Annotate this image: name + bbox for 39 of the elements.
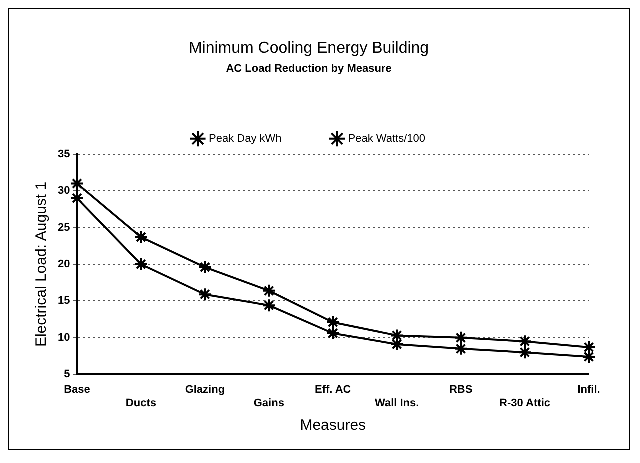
y-tick-label: 25 [58,222,70,234]
point [582,340,596,354]
point [518,334,532,349]
legend-label: Peak Watts/100 [348,132,426,145]
x-tick-label: Base [64,384,90,396]
x-tick-label: Glazing [185,384,226,396]
point [134,258,148,272]
y-tick-label: 5 [64,368,70,381]
point [518,346,532,360]
y-tick-label: 20 [58,258,70,271]
x-tick-label: RBS [449,384,473,396]
x-tick-label: Wall Ins. [374,397,420,410]
x-tick-label: Gains [254,397,284,410]
point [198,260,212,274]
y-tick-label: 15 [58,295,70,308]
x-tick-label: Infil. [578,384,600,396]
y-tick-label: 10 [58,332,70,344]
x-axis-title: Measures [300,417,366,434]
point [262,298,276,313]
point [390,338,404,352]
x-tick-label: Eff. AC [314,384,352,396]
x-tick-label: Ducts [126,397,156,410]
point [198,288,212,302]
y-tick-label: 35 [58,148,70,160]
point [70,191,84,206]
point [454,342,468,356]
point [134,230,148,244]
chart-subtitle: AC Load Reduction by Measure [226,62,392,75]
point [390,328,404,343]
y-axis-title: Electrical Load: August 1 [33,182,50,348]
point [326,315,340,330]
y-tick-label: 30 [58,185,70,198]
x-tick-label: R-30 Attic [500,397,550,410]
chart-title: Minimum Cooling Energy Building [188,40,430,58]
point [70,176,84,191]
legend-label: Peak Day kWh [209,132,282,145]
point [326,326,340,340]
point [454,330,468,345]
point [262,284,276,298]
